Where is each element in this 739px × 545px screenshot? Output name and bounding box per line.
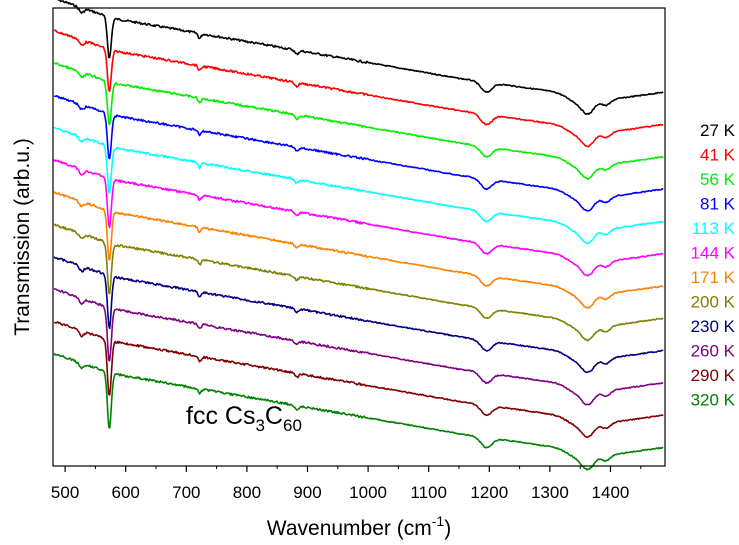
series-line xyxy=(53,159,664,277)
legend-label: 200 K xyxy=(691,293,736,312)
series-line xyxy=(53,61,664,180)
legend-label: 290 K xyxy=(691,366,736,385)
legend-label: 144 K xyxy=(691,244,736,263)
x-tick-label: 500 xyxy=(51,483,79,502)
x-axis-label: Wavenumber (cm-1) xyxy=(267,513,451,540)
legend-label: 41 K xyxy=(700,146,736,165)
y-axis-label: Transmission (arb.u.) xyxy=(11,138,34,336)
x-tick-label: 1200 xyxy=(470,483,508,502)
x-tick-label: 1400 xyxy=(592,483,630,502)
series-line xyxy=(53,95,664,212)
x-tick-label: 900 xyxy=(293,483,321,502)
legend-label: 27 K xyxy=(700,121,736,140)
legend-label: 56 K xyxy=(700,170,736,189)
plot-frame xyxy=(52,7,666,467)
x-tick-label: 1100 xyxy=(410,483,447,502)
series-line xyxy=(53,321,664,438)
x-tick-label: 700 xyxy=(172,483,200,502)
x-tick-label: 1000 xyxy=(349,483,387,502)
x-tick-label: 1300 xyxy=(531,483,569,502)
x-tick-label: 600 xyxy=(112,483,140,502)
series-line xyxy=(53,287,664,406)
series-line xyxy=(53,256,664,374)
series-line xyxy=(53,126,664,245)
series-line xyxy=(57,0,664,115)
sample-annotation: fcc Cs3C60 xyxy=(186,402,302,435)
legend-label: 171 K xyxy=(691,268,736,287)
legend-label: 113 K xyxy=(692,219,736,238)
series-layer xyxy=(53,0,664,471)
series-line xyxy=(53,29,664,148)
x-tick-label: 800 xyxy=(233,483,261,502)
legend-label: 81 K xyxy=(700,195,736,214)
legend-label: 320 K xyxy=(691,391,736,410)
series-line xyxy=(53,191,664,309)
x-axis-ticks: 500 600 700 800 900 1000 1100 1200 1300 1400 xyxy=(51,466,642,502)
legend: 27 K 41 K 56 K 81 K 113 K 144 K 171 K 200 K 230 … xyxy=(691,121,736,410)
series-line xyxy=(53,223,664,342)
legend-label: 260 K xyxy=(691,342,736,361)
legend-label: 230 K xyxy=(691,317,736,336)
series-line xyxy=(53,352,664,471)
